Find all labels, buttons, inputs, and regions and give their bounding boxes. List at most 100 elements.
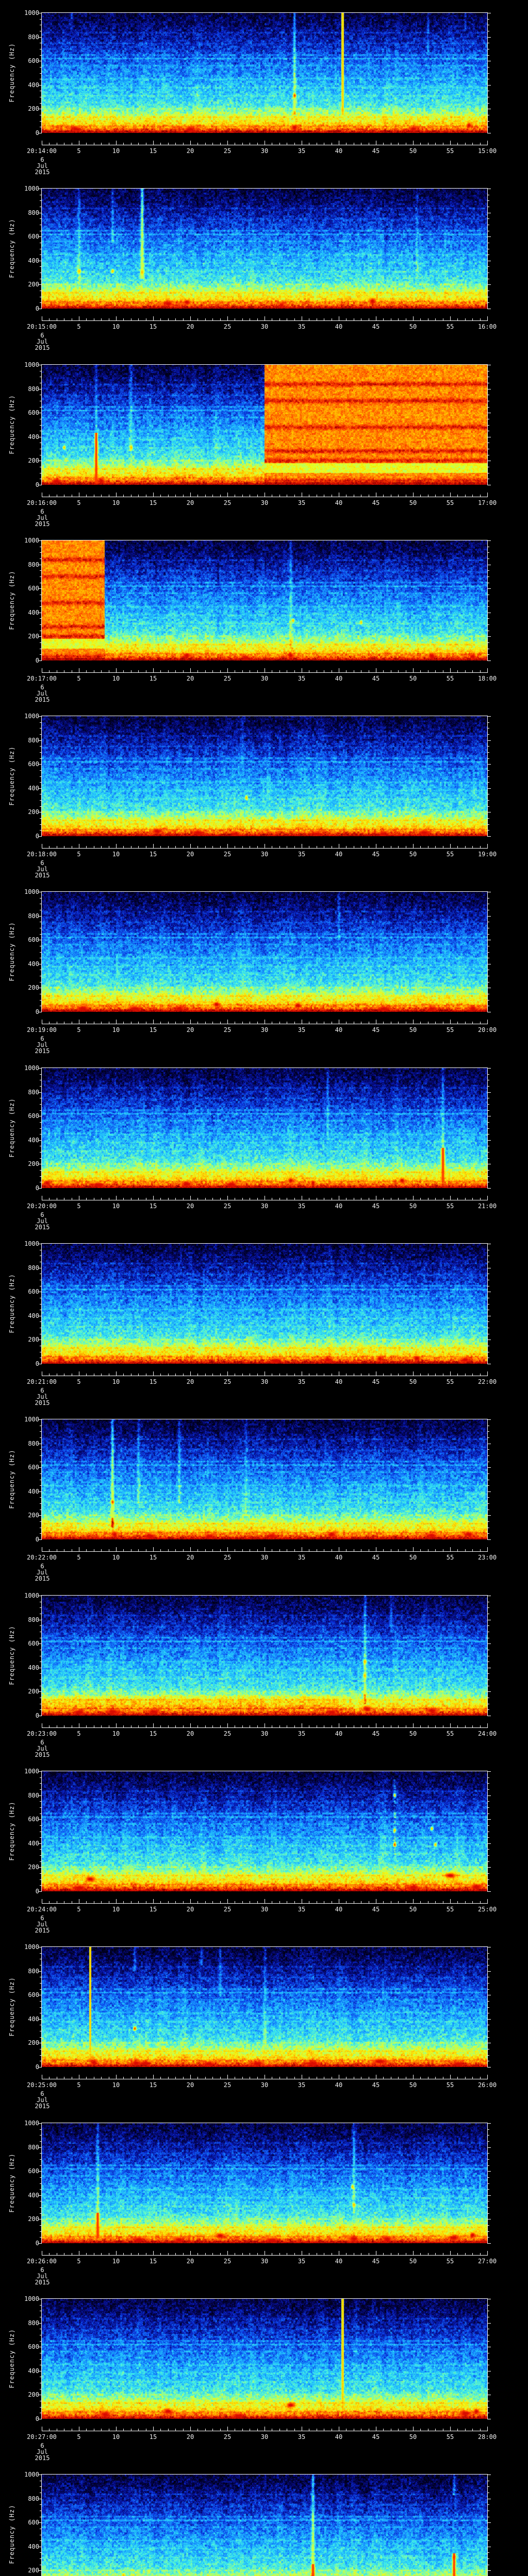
axis-tick — [488, 1837, 489, 1838]
axis-tick — [279, 2077, 280, 2079]
axis-tick — [450, 1196, 451, 1200]
axis-tick — [86, 2253, 87, 2255]
axis-tick — [487, 844, 488, 848]
time-tick-label: 40 — [335, 851, 343, 858]
axis-tick — [40, 746, 41, 747]
axis-tick — [488, 1983, 489, 1984]
axis-tick — [175, 1549, 176, 1551]
time-tick-label: 10 — [112, 2433, 120, 2441]
axis-tick — [227, 316, 228, 320]
frequency-tick-label: 200 — [28, 281, 39, 288]
spectrogram-canvas — [42, 2299, 487, 2419]
axis-tick — [183, 2253, 184, 2255]
axis-tick — [398, 318, 399, 320]
spectrogram-canvas — [42, 2123, 487, 2243]
plot-border — [487, 1946, 488, 2067]
plot-border — [487, 891, 488, 1012]
axis-tick — [175, 143, 176, 145]
frequency-axis-label: Frequency (Hz) — [8, 1274, 15, 1333]
axis-tick — [488, 1431, 489, 1432]
date-month-label: Jul — [37, 1217, 48, 1225]
axis-tick — [123, 2253, 124, 2255]
date-day-label: 6 — [40, 156, 44, 163]
spectrogram-canvas — [42, 365, 487, 485]
frequency-tick-label: 0 — [35, 657, 39, 664]
axis-tick — [38, 1795, 41, 1796]
time-axis-line — [42, 848, 488, 849]
axis-tick — [480, 1549, 481, 1551]
axis-tick — [279, 1374, 280, 1376]
axis-tick — [488, 1128, 489, 1129]
axis-tick — [138, 495, 139, 497]
axis-tick — [488, 1086, 489, 1087]
axis-tick — [413, 2251, 414, 2255]
spectrogram-canvas — [42, 716, 487, 836]
axis-tick — [488, 2486, 489, 2487]
start-time-label: 20:14:00 — [27, 147, 57, 155]
axis-tick — [175, 2429, 176, 2431]
axis-tick — [487, 2251, 488, 2255]
axis-tick — [487, 2075, 488, 2079]
axis-tick — [480, 1198, 481, 1200]
axis-tick — [488, 660, 491, 661]
axis-tick — [294, 143, 295, 145]
axis-tick — [190, 1547, 191, 1551]
axis-tick — [168, 2077, 169, 2079]
axis-tick — [488, 2341, 489, 2342]
axis-tick — [138, 1549, 139, 1551]
axis-tick — [279, 1198, 280, 1200]
axis-tick — [450, 2075, 451, 2079]
plot-border — [487, 540, 488, 661]
axis-tick — [40, 1152, 41, 1153]
axis-tick — [435, 1549, 436, 1551]
axis-tick — [294, 495, 295, 497]
time-tick-label: 15 — [149, 323, 157, 330]
axis-tick — [40, 758, 41, 759]
axis-tick — [123, 1549, 124, 1551]
axis-tick — [86, 1198, 87, 1200]
axis-tick — [257, 2253, 258, 2255]
frequency-tick-label: 200 — [28, 2215, 39, 2223]
axis-tick — [472, 846, 473, 848]
axis-tick — [168, 1374, 169, 1376]
axis-tick — [420, 1198, 421, 1200]
axis-tick — [38, 540, 41, 541]
axis-tick — [227, 1723, 228, 1727]
axis-tick — [40, 2159, 41, 2160]
axis-tick — [488, 776, 489, 777]
axis-tick — [38, 284, 41, 285]
frequency-tick-label: 1000 — [24, 9, 39, 16]
axis-tick — [450, 1547, 451, 1551]
axis-tick — [257, 1549, 258, 1551]
axis-tick — [40, 1074, 41, 1075]
time-tick-label: 55 — [446, 675, 454, 682]
axis-tick — [40, 1122, 41, 1123]
time-axis-line — [42, 320, 488, 321]
time-tick-label: 40 — [335, 1026, 343, 1033]
axis-tick — [116, 668, 117, 672]
axis-tick — [212, 495, 213, 497]
axis-tick — [40, 2177, 41, 2178]
axis-tick — [383, 143, 384, 145]
time-tick-label: 50 — [409, 675, 417, 682]
axis-tick — [488, 788, 491, 789]
plot-border — [41, 1419, 42, 1540]
axis-tick — [435, 318, 436, 320]
axis-tick — [488, 588, 491, 589]
axis-tick — [279, 495, 280, 497]
time-tick-label: 35 — [298, 2433, 306, 2441]
time-tick-label: 15 — [149, 1378, 157, 1385]
axis-tick — [488, 1861, 489, 1862]
axis-tick — [116, 2427, 117, 2431]
end-time-label: 22:00 — [477, 1378, 497, 1385]
time-tick-label: 25 — [223, 1026, 232, 1033]
time-tick-label: 10 — [112, 323, 120, 330]
axis-tick — [153, 1547, 154, 1551]
axis-tick — [183, 670, 184, 672]
date-year-label: 2015 — [35, 168, 50, 176]
axis-tick — [488, 552, 489, 553]
axis-tick — [488, 1515, 491, 1516]
axis-tick — [86, 1374, 87, 1376]
axis-tick — [205, 143, 206, 145]
axis-tick — [488, 37, 491, 38]
